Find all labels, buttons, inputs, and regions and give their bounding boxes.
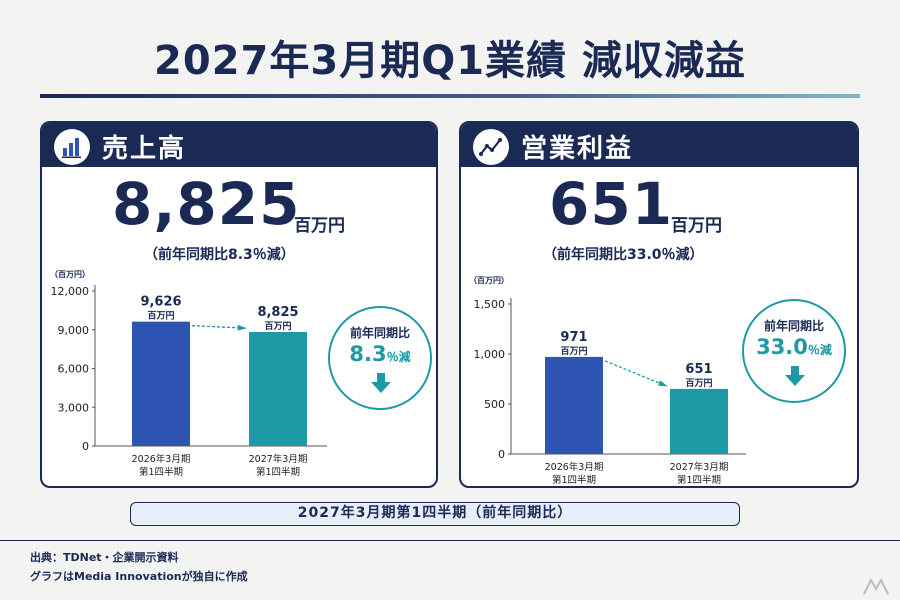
footer-divider — [0, 540, 900, 541]
profit-panel-title: 営業利益 — [521, 134, 634, 164]
sales-unit-label: （百万円） — [50, 269, 90, 279]
sales-trend-arrow-head — [237, 324, 247, 331]
profit-bar-value-label: 971 — [560, 330, 587, 345]
sales-bar-unit-label: 百万円 — [264, 321, 291, 332]
sales-badge-number: 8.3 — [349, 342, 387, 366]
sales-panel: 売上高 8,825 百万円 （前年同期比8.3％減） （百万円） 0 3,000 6,… — [40, 121, 438, 488]
sales-badge-value: 8.3％減 — [330, 342, 430, 366]
title-divider — [40, 94, 860, 98]
sales-x-tick-label: 第1四半期 — [139, 466, 183, 478]
page-title: 2027年3月期Q1業績 減収減益 — [154, 38, 746, 84]
sales-y-tick-label: 12,000 — [51, 285, 90, 298]
watermark-logo-icon — [863, 577, 889, 595]
profit-panel-header: 営業利益 — [461, 123, 857, 167]
sales-big-unit: 百万円 — [294, 216, 345, 236]
sales-yoy-badge: 前年同期比 8.3％減 — [328, 306, 432, 410]
sales-badge-label: 前年同期比 — [349, 326, 410, 340]
profit-y-tick-label: 1,000 — [474, 348, 506, 361]
source-line: 出典：TDNet・企業開示資料 — [30, 551, 179, 564]
period-label-box: 2027年3月期第1四半期（前年同期比） — [130, 502, 740, 526]
profit-y-tick-label: 1,500 — [474, 298, 506, 311]
sales-y-tick-label: 9,000 — [58, 324, 90, 337]
sales-bar — [249, 332, 307, 446]
sales-panel-title: 売上高 — [102, 134, 187, 164]
profit-bar-unit-label: 百万円 — [560, 346, 587, 357]
sales-y-tick-label: 6,000 — [58, 363, 90, 376]
down-arrow-icon — [371, 373, 391, 393]
profit-yoy-badge: 前年同期比 33.0％減 — [742, 299, 846, 403]
sales-bar-value-label: 9,626 — [140, 295, 181, 310]
sales-badge-unit: ％減 — [386, 350, 411, 364]
profit-trend-arrow-head — [658, 380, 668, 387]
sales-trend-arrow-line — [191, 325, 244, 329]
profit-bar-chart: （百万円）05001,0001,500971百万円2026年3月期第1四半期65… — [469, 275, 746, 486]
profit-bar-value-label: 651 — [685, 362, 712, 377]
line-chart-icon — [473, 129, 509, 165]
profit-badge-unit: ％減 — [807, 343, 832, 357]
profit-big-unit: 百万円 — [671, 216, 722, 236]
sales-y-tick-label: 3,000 — [58, 401, 90, 414]
bar-chart-icon — [54, 129, 90, 165]
profit-trend-arrow-line — [604, 360, 665, 386]
sales-yoy-line: （前年同期比8.3％減） — [144, 247, 295, 263]
sales-bar-chart: （百万円）03,0006,0009,00012,0009,626百万円2026年… — [50, 269, 327, 478]
profit-yoy-line: （前年同期比33.0％減） — [543, 247, 704, 263]
sales-bar-unit-label: 百万円 — [147, 311, 174, 322]
sales-y-tick-label: 0 — [82, 440, 89, 453]
profit-x-tick-label: 2027年3月期 — [670, 461, 729, 473]
profit-y-tick-label: 0 — [498, 448, 505, 461]
profit-unit-label: （百万円） — [469, 275, 509, 285]
profit-badge-number: 33.0 — [756, 335, 808, 359]
sales-x-tick-label: 第1四半期 — [256, 466, 300, 478]
profit-big-value: 651 — [549, 170, 674, 238]
profit-x-tick-label: 2026年3月期 — [545, 461, 604, 473]
sales-bar-value-label: 8,825 — [257, 305, 298, 320]
profit-bar — [545, 356, 603, 454]
down-arrow-icon — [785, 366, 805, 386]
profit-bar — [670, 388, 728, 454]
profit-badge-value: 33.0％減 — [744, 335, 844, 359]
sales-x-tick-label: 2026年3月期 — [132, 453, 191, 465]
profit-x-tick-label: 第1四半期 — [552, 474, 596, 486]
source-note: グラフはMedia Innovationが独自に作成 — [30, 570, 248, 583]
sales-big-value: 8,825 — [112, 170, 301, 238]
sales-panel-header: 売上高 — [42, 123, 436, 167]
sales-bar — [132, 321, 190, 446]
profit-x-tick-label: 第1四半期 — [677, 474, 721, 486]
profit-bar-unit-label: 百万円 — [685, 378, 712, 389]
profit-y-tick-label: 500 — [484, 398, 505, 411]
profit-panel: 営業利益 651 百万円 （前年同期比33.0％減） （百万円） 0 500 1,00… — [459, 121, 859, 488]
sales-x-tick-label: 2027年3月期 — [249, 453, 308, 465]
profit-badge-label: 前年同期比 — [763, 319, 824, 333]
